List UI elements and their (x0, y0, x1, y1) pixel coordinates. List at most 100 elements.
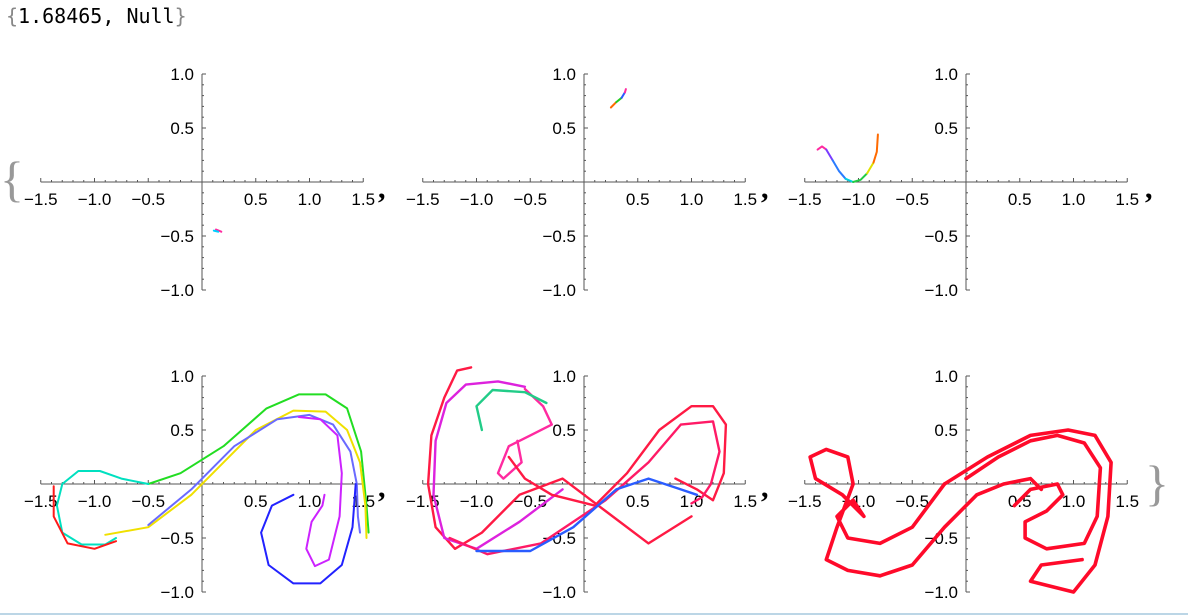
x-tick-label: 1.5 (1115, 190, 1139, 209)
series-line (942, 428, 1113, 594)
series-line (866, 161, 875, 175)
series-line (620, 91, 626, 99)
series-line (215, 228, 223, 233)
y-tick-label: −0.5 (160, 227, 194, 246)
series-line (104, 409, 368, 539)
x-tick-label: −0.5 (895, 190, 929, 209)
x-tick-label: −0.5 (895, 492, 929, 511)
x-tick-label: 1.0 (298, 492, 322, 511)
list-close-brace: } (1145, 455, 1169, 511)
list-separator: , (378, 471, 386, 504)
output-separator: , (102, 4, 127, 28)
x-tick-label: −1.5 (788, 492, 822, 511)
series-line (816, 145, 828, 151)
x-tick-label: −1.5 (788, 190, 822, 209)
series-line (609, 101, 618, 109)
x-tick-label: 0.5 (244, 492, 268, 511)
cell-bottom-border (0, 613, 1188, 615)
x-tick-label: 0.5 (244, 190, 268, 209)
plot-panel-1: −1.5 −1.0 −0.5 0.5 1.0 1.5 1.0 0.5 −0.5 −1.0 (24, 65, 375, 300)
series-line (507, 405, 728, 507)
y-tick-label: −1.0 (924, 281, 958, 300)
y-tick-label: 0.5 (934, 421, 958, 440)
series-line (878, 476, 1044, 578)
x-tick-label: 1.5 (733, 190, 757, 209)
x-tick-label: −0.5 (131, 190, 165, 209)
series-line (475, 388, 548, 432)
plot-panel-3: −1.5 −1.0 −0.5 0.5 1.0 1.5 1.0 0.5 −0.5 −1.0 (788, 65, 1139, 300)
x-tick-label: 1.5 (351, 190, 375, 209)
x-tick-label: 1.0 (298, 190, 322, 209)
x-tick-label: −1.5 (24, 492, 58, 511)
y-tick-label: −1.0 (924, 583, 958, 602)
y-tick-label: 1.0 (552, 367, 576, 386)
output-line: {1.68465, Null} (6, 4, 187, 28)
x-tick-label: 1.5 (1115, 492, 1139, 511)
x-tick-label: −1.0 (78, 492, 112, 511)
output-null: Null (126, 4, 175, 28)
y-tick-label: 0.5 (552, 421, 576, 440)
series-line (475, 477, 699, 553)
output-open-brace: { (6, 4, 19, 28)
y-tick-label: 1.0 (934, 367, 958, 386)
y-tick-label: −0.5 (542, 227, 576, 246)
plot-panel-2: −1.5 −1.0 −0.5 0.5 1.0 1.5 1.0 0.5 −0.5 −1.0 (406, 65, 757, 300)
series-line (623, 88, 627, 94)
x-tick-label: 1.0 (680, 492, 704, 511)
y-tick-label: 1.0 (170, 367, 194, 386)
x-tick-label: 1.0 (680, 190, 704, 209)
x-tick-label: −0.5 (513, 190, 547, 209)
list-separator: , (1145, 172, 1153, 205)
series-line (615, 96, 623, 104)
output-close-brace: } (174, 4, 187, 28)
series-line (808, 447, 947, 578)
y-tick-label: −1.0 (542, 281, 576, 300)
x-tick-label: −1.0 (842, 190, 876, 209)
x-tick-label: 0.5 (626, 190, 650, 209)
series-line (852, 172, 869, 183)
series-line (825, 148, 834, 162)
x-tick-label: −1.0 (78, 190, 112, 209)
series-line (52, 485, 117, 550)
y-tick-label: −1.0 (160, 583, 194, 602)
x-tick-label: −1.5 (24, 190, 58, 209)
series-line (297, 416, 343, 568)
x-tick-label: 1.0 (1062, 492, 1086, 511)
x-tick-label: 0.5 (1008, 190, 1032, 209)
list-separator: , (761, 471, 769, 504)
y-tick-label: 1.0 (552, 65, 576, 84)
x-tick-label: −1.5 (406, 190, 440, 209)
series-line (964, 433, 1103, 551)
output-value: 1.68465 (18, 4, 103, 28)
series-line (448, 420, 721, 556)
x-tick-label: −1.0 (460, 492, 494, 511)
series-line (426, 366, 693, 550)
x-tick-label: 1.5 (733, 492, 757, 511)
y-tick-label: 0.5 (934, 119, 958, 138)
x-tick-label: −1.0 (460, 190, 494, 209)
y-tick-label: −1.0 (160, 281, 194, 300)
plot-panel-6: −1.5 −1.0 −0.5 0.5 1.0 1.51.00.5−0.5−1.0 (788, 367, 1139, 602)
series-line (212, 229, 220, 233)
y-tick-label: −1.0 (542, 583, 576, 602)
x-tick-label: 1.0 (1062, 190, 1086, 209)
x-tick-label: −0.5 (131, 492, 165, 511)
list-separator: , (378, 172, 386, 205)
y-tick-label: −0.5 (924, 227, 958, 246)
y-tick-label: 1.0 (934, 65, 958, 84)
list-open-brace: { (0, 151, 24, 207)
y-tick-label: −0.5 (160, 529, 194, 548)
series-line (831, 159, 847, 180)
x-tick-label: 0.5 (626, 492, 650, 511)
series-line (260, 483, 357, 585)
y-tick-label: 0.5 (552, 119, 576, 138)
plot-panel-5: −1.5 −1.0 −0.5 0.5 1.0 1.51.00.5−0.5−1.0 (406, 366, 757, 602)
y-tick-label: −0.5 (542, 529, 576, 548)
series-line (844, 177, 855, 183)
series-line (55, 470, 150, 546)
y-tick-label: 0.5 (170, 421, 194, 440)
y-tick-label: 0.5 (170, 119, 194, 138)
plot-panel-4: −1.5 −1.0 −0.5 0.5 1.0 1.51.00.5−0.5−1.0 (24, 367, 375, 602)
series-line (432, 380, 564, 550)
